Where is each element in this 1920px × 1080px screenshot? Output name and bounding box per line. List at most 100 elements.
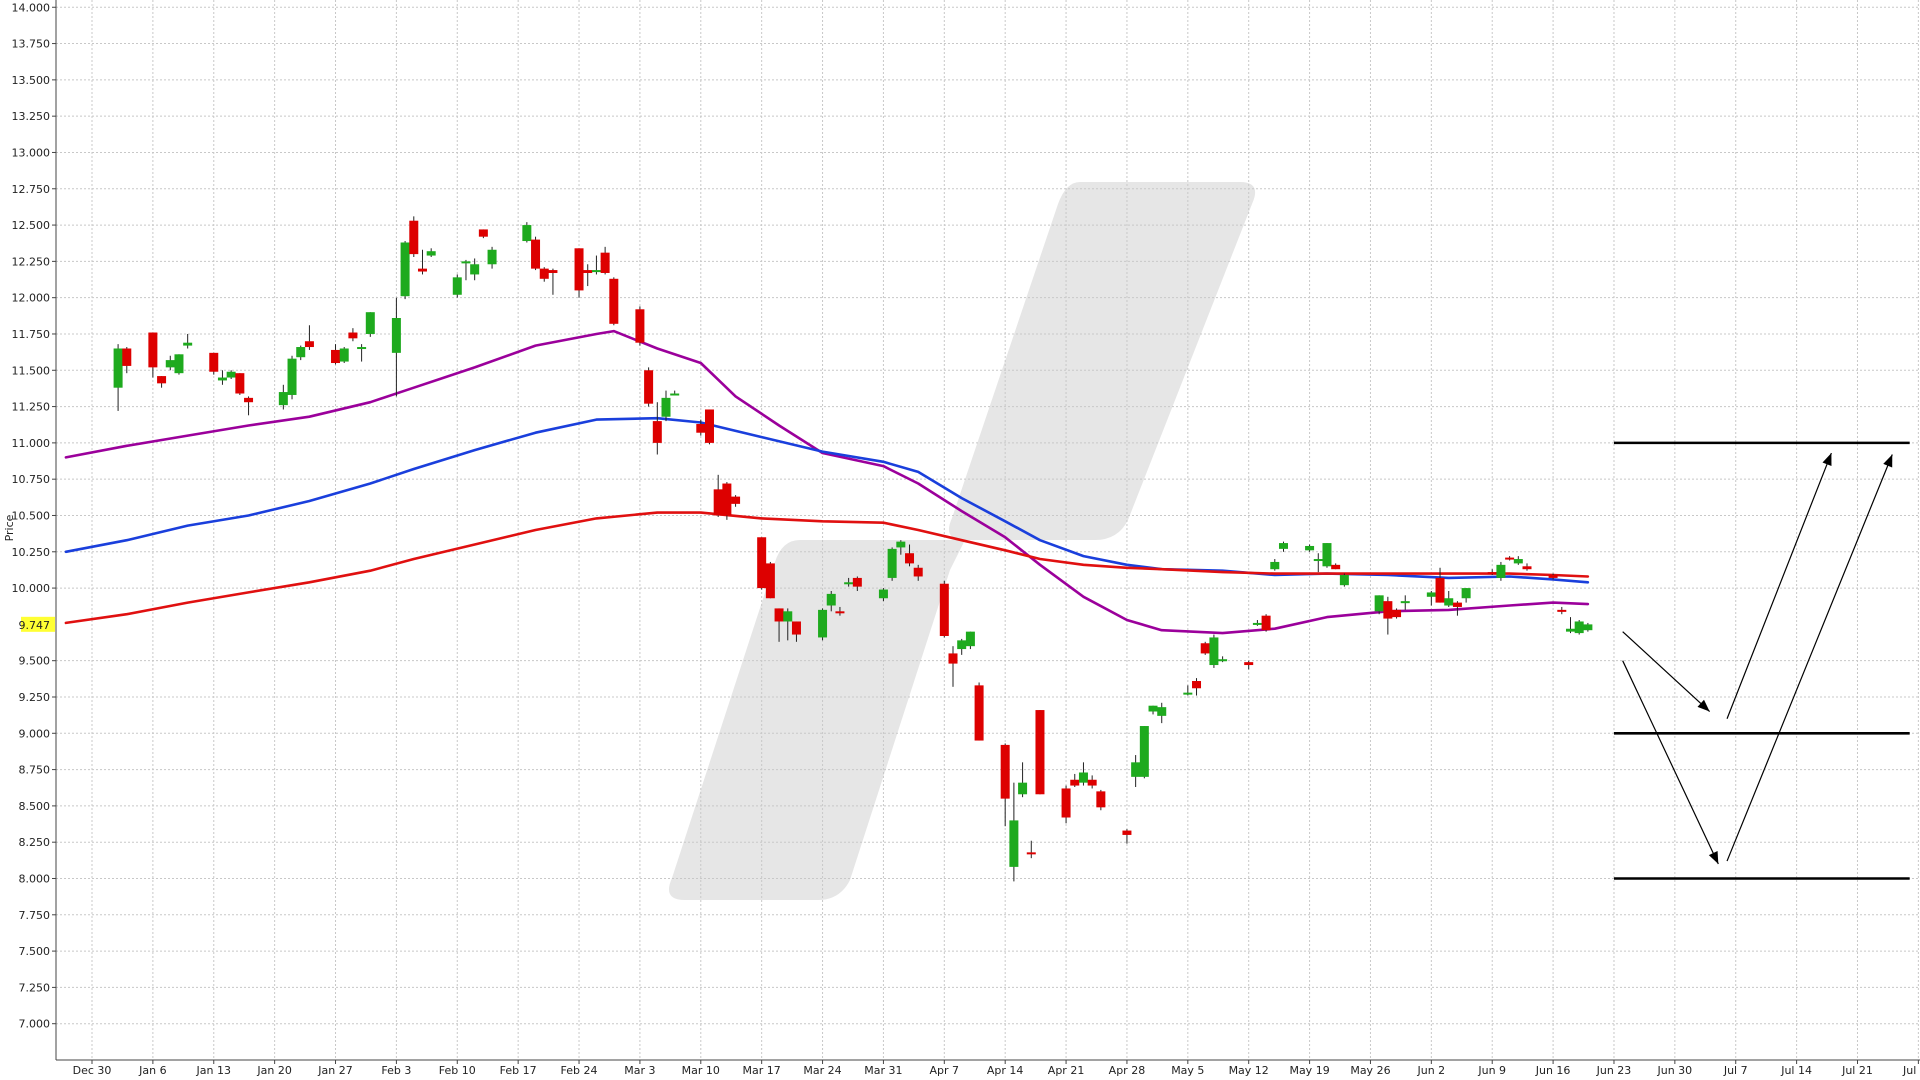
candle-body <box>235 373 245 394</box>
y-tick-label: 11.000 <box>12 437 51 450</box>
candle-body <box>1322 543 1332 567</box>
candle-body <box>296 347 306 358</box>
grid <box>56 0 1920 1060</box>
candle-body <box>939 583 949 636</box>
candle <box>531 236 541 271</box>
y-tick-label: 13.500 <box>12 74 51 87</box>
candle <box>791 621 801 642</box>
candle-body <box>148 332 158 368</box>
y-axis-label: Price <box>3 514 16 541</box>
candle <box>835 606 845 616</box>
candle-body <box>913 567 923 577</box>
candle-body <box>1096 791 1106 808</box>
candle-body <box>183 342 193 346</box>
candle <box>478 229 488 239</box>
candle <box>1331 563 1341 570</box>
candle <box>539 267 549 282</box>
candle <box>878 588 888 602</box>
candle-body <box>1209 637 1219 666</box>
candle <box>965 631 975 650</box>
y-tick-label: 12.500 <box>12 219 51 232</box>
candle <box>1270 559 1280 571</box>
x-tick-label: Mar 31 <box>864 1064 902 1077</box>
candle <box>609 277 619 326</box>
candle-body <box>339 348 349 362</box>
candle <box>731 495 741 507</box>
y-tick-label: 13.000 <box>12 146 51 159</box>
candle <box>113 344 123 411</box>
x-tick-label: Jun 23 <box>1596 1064 1632 1077</box>
candle-body <box>878 589 888 599</box>
candle <box>1278 541 1288 552</box>
arrow-shaft <box>1726 452 1832 719</box>
x-tick-label: Apr 28 <box>1109 1064 1146 1077</box>
candle <box>1374 595 1384 615</box>
candle-body <box>461 261 471 264</box>
candle-body <box>1061 788 1071 818</box>
arrow <box>1726 452 1832 719</box>
price-levels <box>1613 441 1910 880</box>
candle-body <box>1513 559 1523 564</box>
candles <box>113 216 1593 882</box>
candle <box>974 682 984 741</box>
x-tick-label: Jan 6 <box>138 1064 166 1077</box>
candle <box>357 344 367 362</box>
candle-body <box>487 249 497 265</box>
candle <box>487 246 497 269</box>
candle <box>670 390 680 396</box>
candle-body <box>722 483 732 516</box>
candle <box>296 345 306 361</box>
x-tick-label: Mar 24 <box>803 1064 841 1077</box>
candle-body <box>1018 782 1028 795</box>
candle <box>1026 840 1036 859</box>
last-price-label: 9.747 <box>19 619 51 632</box>
candle-body <box>1252 622 1262 625</box>
candle-body <box>365 312 375 334</box>
x-tick-label: Mar 17 <box>743 1064 781 1077</box>
candle-body <box>635 309 645 343</box>
x-tick-label: Jun 9 <box>1477 1064 1506 1077</box>
y-tick-label: 7.250 <box>19 981 51 994</box>
candle-body <box>174 354 184 374</box>
x-tick-label: Jan 27 <box>317 1064 352 1077</box>
y-tick-label: 11.750 <box>12 328 51 341</box>
candle-body <box>1009 820 1019 867</box>
candle-body <box>1444 598 1454 606</box>
candle-body <box>278 392 288 406</box>
x-tick-label: Apr 14 <box>987 1064 1024 1077</box>
y-tick-label: 11.250 <box>12 401 51 414</box>
candle-body <box>948 653 958 664</box>
candle-body <box>1131 762 1141 777</box>
candle <box>244 396 254 416</box>
candle <box>1435 567 1445 603</box>
candle-body <box>531 239 541 269</box>
y-tick-label: 8.500 <box>19 800 51 813</box>
candle <box>1192 678 1202 696</box>
candle <box>1583 622 1593 632</box>
candle <box>583 264 593 287</box>
x-tick-label: Apr 21 <box>1048 1064 1085 1077</box>
candle <box>400 241 410 300</box>
candle <box>1565 617 1575 634</box>
candle-body <box>1557 609 1567 612</box>
y-axis-ticks: 14.000 13.750 13.500 13.250 13.000 12.750 12.5… <box>12 1 56 1031</box>
candle <box>417 249 427 275</box>
candle <box>939 580 949 638</box>
candle-body <box>122 348 132 366</box>
candle-body <box>1270 561 1280 570</box>
candle-body <box>1000 744 1010 799</box>
candle-body <box>478 229 488 237</box>
arrow-head <box>1708 850 1719 864</box>
candle <box>704 409 714 445</box>
candle <box>896 540 906 555</box>
watermark-logo <box>668 182 1256 900</box>
candle <box>226 370 236 379</box>
candle <box>1078 762 1088 786</box>
candle <box>1522 563 1532 571</box>
x-tick-label: Jul 14 <box>1780 1064 1812 1077</box>
candle-body <box>1331 564 1341 570</box>
candle <box>1461 588 1471 603</box>
candle <box>1087 775 1097 789</box>
candle-body <box>304 341 314 348</box>
candle <box>1131 755 1141 788</box>
